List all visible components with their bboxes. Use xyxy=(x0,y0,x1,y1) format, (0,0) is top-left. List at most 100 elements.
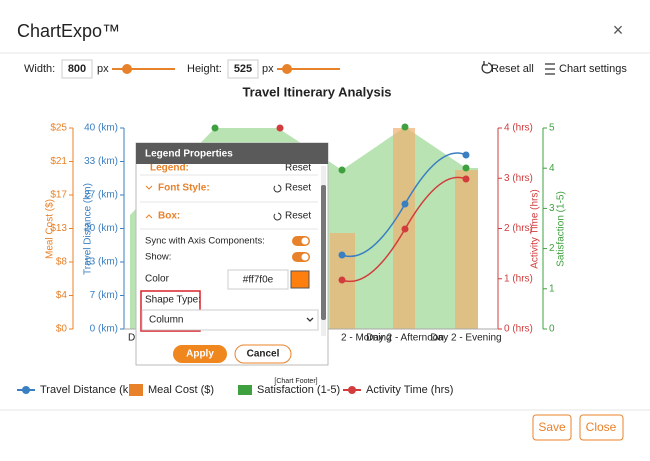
reset[interactable]: Reset xyxy=(285,211,311,222)
point xyxy=(401,123,409,131)
reset-icon xyxy=(273,184,282,193)
point xyxy=(462,151,470,159)
cancel-label: Cancel xyxy=(247,349,280,360)
tick-label: 27 (km) xyxy=(84,190,118,201)
height-input[interactable] xyxy=(227,59,259,79)
reset-icon xyxy=(273,212,282,221)
point xyxy=(338,276,346,284)
axis-title: Activity Time (hrs) xyxy=(530,189,541,268)
legend-icon xyxy=(348,386,356,394)
legend-item: Satisfaction (1-5) xyxy=(257,384,340,396)
toggle-knob xyxy=(301,237,309,245)
width-value: 800 xyxy=(68,63,86,75)
width-unit: px xyxy=(97,63,109,75)
tick-label: $0 xyxy=(56,324,68,335)
tick-label: 0 (hrs) xyxy=(504,324,533,335)
width-input[interactable] xyxy=(61,59,93,79)
point xyxy=(401,200,409,208)
tick-label: 3 (hrs) xyxy=(504,173,533,184)
legend-item: Meal Cost ($) xyxy=(148,384,214,396)
height-value: 525 xyxy=(234,63,252,75)
chart-title: Travel Itinerary Analysis xyxy=(242,84,391,99)
tick-label: 0 xyxy=(549,324,555,335)
chart-settings[interactable]: Chart settings xyxy=(559,63,627,75)
tick-label: $25 xyxy=(50,123,67,134)
font-style-section[interactable]: Font Style: xyxy=(158,183,210,194)
meal-bar xyxy=(455,170,478,329)
toggle-knob xyxy=(301,253,309,261)
tick-label: $13 xyxy=(50,223,67,234)
color-label: Color xyxy=(145,274,170,285)
legend-icon xyxy=(238,385,252,395)
point xyxy=(276,124,284,132)
apply-button[interactable] xyxy=(173,345,227,363)
tick-label: 20 (km) xyxy=(84,223,118,234)
point xyxy=(211,124,219,132)
chevron xyxy=(145,185,153,190)
show-label: Show: xyxy=(145,252,171,263)
tick-label: 0 (km) xyxy=(90,324,118,335)
point xyxy=(462,164,470,172)
tick-label: 40 (km) xyxy=(84,123,118,134)
slider-thumb[interactable] xyxy=(122,64,132,74)
reset-all[interactable]: Reset all xyxy=(491,63,534,75)
shape-value: Column xyxy=(149,315,183,326)
legend-item: Travel Distance (km) xyxy=(40,384,141,396)
legend-icon xyxy=(129,384,143,396)
tick-label: 3 xyxy=(549,203,555,214)
axis-title: Satisfaction (1-5) xyxy=(556,191,567,267)
tick-label: $4 xyxy=(56,290,68,301)
tick-label: 13 (km) xyxy=(84,257,118,268)
tick-label: 2 xyxy=(549,243,555,254)
select-arrow xyxy=(306,317,314,322)
shape-select[interactable] xyxy=(141,309,319,331)
tick-label: 4 xyxy=(549,163,555,174)
tick-label: $21 xyxy=(50,156,67,167)
tick-label: 4 (hrs) xyxy=(504,123,533,134)
legend-section[interactable]: Legend: xyxy=(150,163,189,174)
settings-icon[interactable] xyxy=(545,63,555,75)
shape-label: Shape Type: xyxy=(145,295,201,306)
color-input[interactable] xyxy=(227,269,289,290)
point xyxy=(401,225,409,233)
slider-thumb[interactable] xyxy=(282,64,292,74)
box-section[interactable]: Box: xyxy=(158,211,180,222)
save-label: Save xyxy=(538,420,566,434)
cancel-button[interactable] xyxy=(234,344,292,364)
axis-title: Meal Cost ($) xyxy=(45,199,56,259)
reset[interactable]: Reset xyxy=(285,183,311,194)
close-label: Close xyxy=(586,420,617,434)
app-title: ChartExpo™ xyxy=(17,21,120,41)
point xyxy=(338,251,346,259)
width-label: Width: xyxy=(24,63,55,75)
save-button[interactable] xyxy=(532,414,572,441)
x-label: 2 - Morning xyxy=(341,333,392,344)
height-label: Height: xyxy=(187,63,222,75)
legend-item: Activity Time (hrs) xyxy=(366,384,453,396)
tick-label: $8 xyxy=(56,257,68,268)
height-unit: px xyxy=(262,63,274,75)
point xyxy=(338,166,346,174)
close-button[interactable] xyxy=(579,414,624,441)
dialog-title: Legend Properties xyxy=(145,149,233,160)
scrollbar-thumb[interactable] xyxy=(321,185,326,320)
color-swatch[interactable] xyxy=(290,270,310,289)
x-label: Da xyxy=(128,333,141,344)
tick-label: 2 (hrs) xyxy=(504,223,533,234)
tick-label: 5 xyxy=(549,123,555,134)
point xyxy=(462,175,470,183)
tick-label: 1 (hrs) xyxy=(504,273,533,284)
sync-label: Sync with Axis Components: xyxy=(145,236,265,247)
reset[interactable]: Reset xyxy=(285,163,311,174)
close-icon[interactable]: × xyxy=(613,20,624,40)
chart-footer: [Chart Footer] xyxy=(274,378,317,385)
tick-label: 33 (km) xyxy=(84,156,118,167)
tick-label: 7 (km) xyxy=(90,290,118,301)
reset-icon[interactable] xyxy=(481,61,493,74)
axis-title: Travel Distance (km) xyxy=(83,183,94,275)
chevron xyxy=(145,214,153,219)
x-label: Day 2 - Afternoon xyxy=(366,333,444,344)
legend-icon xyxy=(22,386,30,394)
tick-label: $17 xyxy=(50,190,67,201)
